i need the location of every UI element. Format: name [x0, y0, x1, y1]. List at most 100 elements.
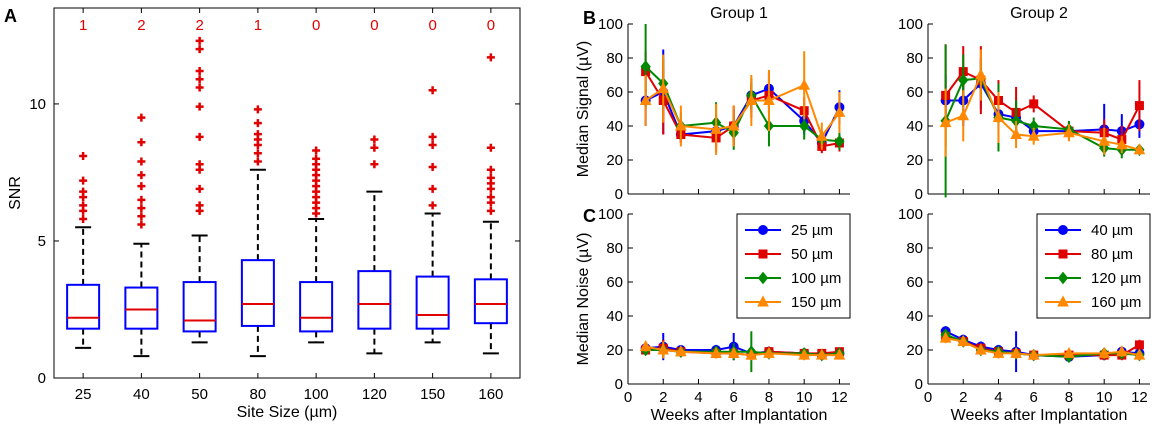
- data-point: [1134, 101, 1144, 111]
- data-point: [992, 110, 1005, 122]
- data-point: [745, 348, 758, 360]
- data-point: [1133, 348, 1146, 360]
- data-point: [815, 129, 828, 141]
- x-tick-label: 160: [478, 386, 503, 403]
- x-tick-label: 6: [1030, 389, 1038, 406]
- data-point: [833, 105, 846, 117]
- outlier-marker: [137, 113, 146, 122]
- series-25m: [640, 49, 845, 152]
- legend-label: 50 µm: [791, 246, 833, 263]
- data-point: [975, 343, 987, 355]
- legend-label: 120 µm: [1091, 270, 1141, 287]
- y-tick-label: 60: [906, 84, 923, 101]
- outlier-marker: [195, 45, 204, 54]
- data-point: [1133, 143, 1146, 155]
- y-tick-label: 40: [906, 118, 923, 135]
- y-tick-label: 40: [906, 308, 923, 325]
- x-tick-label: 10: [1096, 389, 1113, 406]
- x-tick-label: 50: [191, 386, 208, 403]
- data-point: [958, 73, 969, 87]
- data-point: [975, 68, 987, 80]
- y-tick-label: 40: [606, 308, 623, 325]
- legend-box: [736, 213, 851, 319]
- box: [299, 281, 334, 333]
- box: [415, 275, 450, 330]
- outlier-marker: [370, 160, 379, 169]
- legend-marker: [1057, 295, 1069, 307]
- series-25m: [640, 333, 845, 361]
- outlier-marker: [428, 132, 437, 141]
- series-line: [945, 72, 1140, 151]
- series-150m: [639, 51, 846, 155]
- outlier-marker: [137, 157, 146, 166]
- y-tick-label: 0: [615, 186, 623, 203]
- x-tick-label: 2: [659, 389, 667, 406]
- series-160m: [939, 49, 1146, 157]
- data-point: [1027, 348, 1040, 360]
- panel-label-b: B: [583, 8, 596, 28]
- box: [240, 259, 275, 327]
- y-tick-label: 80: [906, 50, 923, 67]
- x-tick-label: 120: [362, 386, 387, 403]
- outlier-marker: [195, 83, 204, 92]
- x-tick-label: 6: [730, 389, 738, 406]
- outlier-marker: [312, 154, 321, 163]
- x-tick-label: 2: [959, 389, 967, 406]
- y-tick-label: 100: [598, 16, 623, 33]
- panel-label-c: C: [583, 206, 596, 226]
- series-line: [645, 345, 840, 357]
- data-point: [1134, 340, 1144, 350]
- data-point: [763, 93, 775, 105]
- y-tick-label: 60: [606, 274, 623, 291]
- x-tick-label: 40: [133, 386, 150, 403]
- x-axis-label: Weeks after Implantation: [951, 407, 1128, 424]
- outlier-marker: [195, 102, 204, 111]
- outlier-marker: [137, 212, 146, 221]
- x-tick-label: 150: [420, 386, 445, 403]
- data-point: [763, 346, 775, 358]
- outlier-marker: [137, 182, 146, 191]
- y-tick-label: 5: [38, 233, 46, 250]
- legend-label: 150 µm: [791, 294, 841, 311]
- y-tick-label: 100: [898, 16, 923, 33]
- count-label: 2: [195, 17, 203, 34]
- legend: 25 µm 50 µm 100 µm 150 µm: [736, 213, 851, 319]
- data-point: [1063, 346, 1075, 358]
- y-tick-label: 80: [906, 240, 923, 257]
- legend-box: [1036, 213, 1151, 319]
- series-160m: [939, 331, 1146, 361]
- count-label: 2: [137, 17, 145, 34]
- outlier-marker: [253, 130, 262, 139]
- box: [473, 278, 508, 325]
- outlier-marker: [137, 138, 146, 147]
- series-line: [944, 70, 1141, 141]
- legend-marker: [1058, 225, 1068, 235]
- x-tick-label: 8: [1065, 389, 1073, 406]
- x-tick-label: 10: [796, 389, 813, 406]
- y-axis-label: Median Noise (µV): [575, 233, 592, 366]
- y-tick-label: 0: [615, 376, 623, 393]
- y-axis-label: SNR: [7, 176, 24, 210]
- x-axis-label: Weeks after Implantation: [651, 407, 828, 424]
- outlier-marker: [486, 206, 495, 215]
- outlier-marker: [428, 184, 437, 193]
- y-tick-label: 40: [606, 118, 623, 135]
- count-label: 0: [312, 17, 320, 34]
- outlier-marker: [428, 141, 437, 150]
- y-tick-label: 20: [606, 152, 623, 169]
- legend-marker: [757, 271, 769, 285]
- data-point: [745, 93, 758, 105]
- outlier-marker: [312, 146, 321, 155]
- series-150m: [639, 340, 846, 361]
- data-point: [992, 346, 1005, 358]
- legend: 40 µm 80 µm 120 µm 160 µm: [1036, 213, 1151, 319]
- x-tick-label: 25: [75, 386, 92, 403]
- series-line: [945, 337, 1140, 357]
- x-tick-label: 12: [831, 389, 848, 406]
- outlier-marker: [253, 105, 262, 114]
- x-tick-label: 4: [994, 389, 1002, 406]
- outlier-marker: [137, 195, 146, 204]
- data-point: [727, 346, 740, 358]
- panel-label-a: A: [4, 6, 17, 26]
- data-point: [710, 346, 722, 358]
